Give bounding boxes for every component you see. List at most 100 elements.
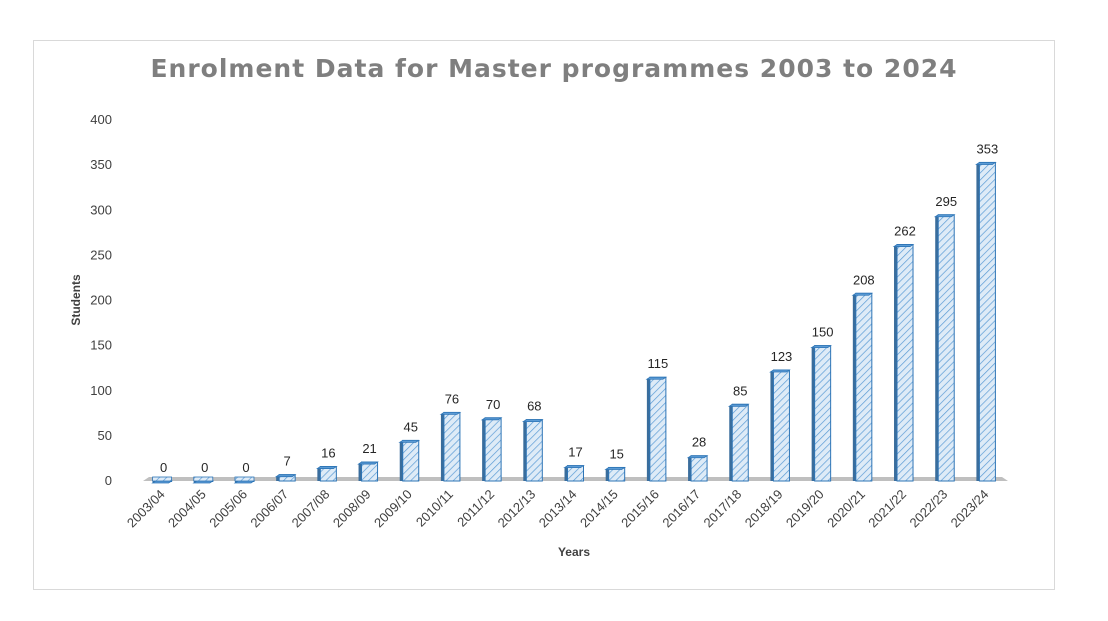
data-label: 28 (692, 435, 706, 450)
data-label: 76 (445, 391, 459, 406)
bar-cap (193, 476, 214, 482)
bar-side (564, 465, 568, 481)
data-label: 0 (160, 460, 167, 475)
bar-side (770, 369, 774, 481)
bar-2023/24 (975, 161, 997, 482)
bar-front (402, 439, 420, 482)
x-tick-label: 2003/04 (124, 487, 168, 531)
x-tick-label: 2021/22 (865, 487, 909, 531)
data-label: 17 (568, 445, 582, 460)
bar-side (399, 440, 403, 481)
bar-2022/23 (933, 214, 956, 482)
x-axis-title: Years (558, 545, 590, 559)
bar-top (686, 455, 709, 459)
bar-2009/10 (398, 439, 421, 482)
bar-front (978, 161, 996, 482)
bar-side (482, 417, 486, 481)
bar-2018/19 (769, 369, 791, 482)
y-tick-label: 250 (90, 247, 112, 262)
bar-side (358, 462, 362, 481)
data-label: 68 (527, 399, 541, 414)
bar-front (814, 345, 832, 482)
x-tick-label: 2004/05 (165, 487, 209, 531)
data-label: 0 (242, 460, 249, 475)
bar-2012/13 (521, 419, 544, 482)
bar-top (398, 439, 421, 443)
bar-side (811, 345, 815, 481)
x-tick-label: 2011/12 (454, 487, 497, 530)
bar-front (896, 244, 914, 482)
bar-front (855, 292, 873, 482)
bar-top (851, 292, 874, 296)
bar-front (443, 411, 461, 482)
bar-top (975, 162, 997, 165)
data-label: 7 (284, 454, 291, 469)
bar-2011/12 (480, 417, 503, 482)
bar-side (317, 466, 321, 481)
y-tick-label: 50 (98, 428, 112, 443)
bar-front (772, 369, 790, 482)
data-label: 295 (935, 194, 957, 209)
bar-2014/15 (604, 466, 627, 482)
bar-top (769, 369, 791, 373)
data-label: 262 (894, 224, 916, 239)
y-axis-title: Students (69, 274, 83, 326)
data-label: 45 (404, 419, 418, 434)
y-tick-label: 300 (90, 202, 112, 217)
data-label: 353 (977, 141, 999, 156)
x-tick-label: 2023/24 (948, 487, 992, 531)
bar-2017/18 (727, 403, 750, 482)
bar-2021/22 (892, 244, 915, 482)
bar-top (563, 465, 585, 469)
x-tick-label: 2015/16 (618, 487, 662, 531)
bar-side (605, 467, 609, 481)
bar-top (604, 467, 627, 470)
bar-side (523, 419, 527, 481)
bar-2005/06 (233, 476, 256, 484)
bar-2003/04 (151, 476, 173, 484)
data-label: 70 (486, 397, 500, 412)
bar-2008/09 (357, 461, 379, 482)
bar-front (361, 461, 379, 482)
data-label: 123 (771, 349, 793, 364)
chart-title: Enrolment Data for Master programmes 200… (150, 54, 958, 83)
bar-cap (152, 476, 172, 482)
bar-2015/16 (645, 376, 668, 482)
data-label: 15 (609, 446, 623, 461)
y-tick-label: 350 (90, 157, 112, 172)
data-label: 16 (321, 446, 335, 461)
data-label: 21 (362, 441, 376, 456)
data-label: 115 (648, 356, 669, 371)
y-tick-label: 200 (90, 293, 112, 308)
bar-top (892, 244, 915, 247)
bar-top (480, 417, 503, 421)
bar-cap (234, 476, 255, 482)
bar-side (688, 455, 692, 481)
x-tick-label: 2019/20 (783, 487, 827, 531)
bar-front (690, 455, 708, 482)
x-tick-label: 2012/13 (495, 487, 539, 531)
data-label: 0 (201, 460, 208, 475)
bar-side (894, 244, 898, 481)
bar-2016/17 (686, 455, 709, 482)
x-tick-label: 2016/17 (659, 487, 703, 531)
bar-2004/05 (192, 476, 215, 484)
y-tick-label: 0 (105, 473, 112, 488)
bar-side (935, 214, 939, 481)
bar-front (649, 376, 667, 482)
bar-top (439, 412, 462, 415)
bar-2013/14 (563, 465, 585, 482)
bar-side (646, 377, 650, 481)
bar-2007/08 (316, 466, 338, 482)
x-tick-label: 2010/11 (413, 487, 456, 530)
x-tick-label: 2018/19 (742, 487, 786, 531)
bar-side (852, 293, 856, 481)
chart-area (33, 40, 1055, 590)
bar-2019/20 (810, 345, 832, 482)
bar-top (357, 461, 379, 465)
bar-front (525, 419, 543, 482)
x-tick-label: 2020/21 (824, 487, 868, 531)
x-tick-label: 2008/09 (330, 487, 374, 531)
bar-top (316, 466, 338, 469)
